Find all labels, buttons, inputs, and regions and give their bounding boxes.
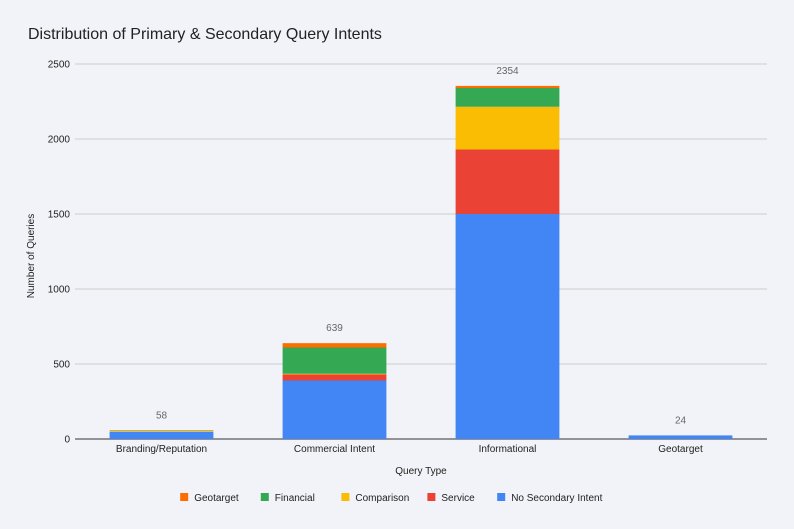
bar-segment-no-secondary-intent xyxy=(109,431,214,439)
legend-item-no-secondary-intent: No Secondary Intent xyxy=(497,493,603,504)
legend-swatch xyxy=(427,493,436,501)
legend-label: Financial xyxy=(275,493,315,504)
legend-swatch xyxy=(260,493,269,501)
bar-segment-comparison xyxy=(282,373,387,375)
bar-segment-service xyxy=(455,149,560,214)
total-label: 639 xyxy=(326,323,343,334)
legend-swatch xyxy=(341,493,350,501)
category-labels: Branding/Reputation Commercial Intent Info… xyxy=(116,444,703,455)
y-tick-label: 1500 xyxy=(48,210,71,221)
y-tick-labels: 0 500 1000 1500 2000 2500 xyxy=(48,60,71,446)
x-axis-label: Query Type xyxy=(395,466,447,477)
bar-segment-comparison xyxy=(455,106,560,150)
legend-label: Service xyxy=(441,493,475,504)
legend: Geotarget Financial Comparison Service No Se… xyxy=(180,493,603,504)
y-tick-label: 2000 xyxy=(48,135,71,146)
legend-label: No Secondary Intent xyxy=(511,493,602,504)
bar-segment-geotarget xyxy=(282,343,387,348)
legend-item-geotarget: Geotarget xyxy=(180,493,239,504)
bar-segment-financial xyxy=(282,347,387,374)
legend-item-service: Service xyxy=(427,493,475,504)
category-label: Geotarget xyxy=(658,444,703,455)
bar-segment-comparison xyxy=(109,431,214,432)
chart-title: Distribution of Primary & Secondary Quer… xyxy=(28,26,382,43)
legend-swatch xyxy=(180,493,189,501)
total-label: 24 xyxy=(675,415,687,426)
total-label: 58 xyxy=(156,410,168,421)
total-label: 2354 xyxy=(496,66,519,77)
gridlines xyxy=(75,63,767,440)
bars xyxy=(109,85,733,439)
bar-segment-no-secondary-intent xyxy=(282,380,387,439)
legend-label: Comparison xyxy=(355,493,409,504)
y-tick-label: 500 xyxy=(53,360,70,371)
category-label: Informational xyxy=(479,444,537,455)
bar-segment-geotarget xyxy=(455,85,560,88)
legend-item-comparison: Comparison xyxy=(341,493,409,504)
bar-segment-no-secondary-intent xyxy=(455,214,560,439)
legend-item-financial: Financial xyxy=(260,493,315,504)
y-tick-label: 0 xyxy=(64,435,70,446)
bar-segment-no-secondary-intent xyxy=(628,435,733,439)
y-tick-label: 1000 xyxy=(48,285,71,296)
bar-segment-financial xyxy=(455,88,560,107)
total-labels: 58 639 2354 24 xyxy=(156,66,687,426)
y-tick-label: 2500 xyxy=(48,60,71,71)
category-label: Commercial Intent xyxy=(294,444,375,455)
legend-swatch xyxy=(497,493,506,501)
category-label: Branding/Reputation xyxy=(116,444,207,455)
y-axis-label: Number of Queries xyxy=(26,214,37,298)
legend-label: Geotarget xyxy=(194,493,239,504)
bar-segment-service xyxy=(282,374,387,381)
